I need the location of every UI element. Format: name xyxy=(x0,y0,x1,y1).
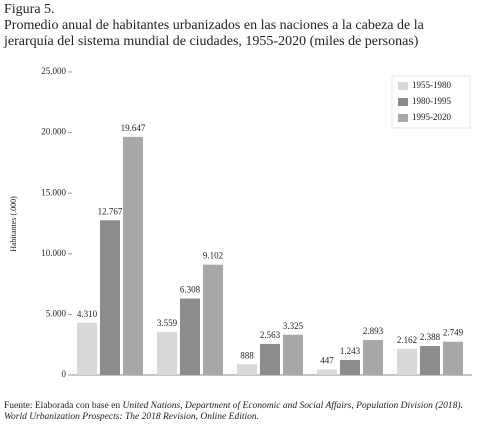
value-label: 4.310 xyxy=(77,309,98,319)
y-tick-label: 15.000 xyxy=(41,187,66,197)
y-axis-label: Habitantes (.000) xyxy=(9,196,18,252)
chart: Habitantes (.000) 0 5.000 10.000 15.000 20.0… xyxy=(9,66,472,379)
source-prefix: Fuente: Elaborada con base en xyxy=(4,401,121,411)
value-label: 447 xyxy=(320,356,334,366)
source: Fuente: Elaborada con base en United Nat… xyxy=(4,401,476,423)
bar xyxy=(180,298,200,375)
bar xyxy=(283,334,303,375)
y-tick-label: 5.000 xyxy=(46,308,67,318)
value-label: 1.243 xyxy=(340,346,361,356)
bar xyxy=(123,136,143,375)
value-label: 2.563 xyxy=(260,330,281,340)
value-label: 9.102 xyxy=(203,251,223,261)
legend-label: 1980-1995 xyxy=(412,96,451,106)
bar xyxy=(157,331,177,375)
value-label: 3.559 xyxy=(157,318,178,328)
y-tick-label: 25.000 xyxy=(41,66,66,76)
y-tick-label: 10.000 xyxy=(41,248,66,258)
bar xyxy=(237,364,257,375)
legend-swatch xyxy=(398,98,408,106)
legend-label: 1995-2020 xyxy=(412,112,451,122)
value-label: 12.767 xyxy=(98,206,123,216)
bar xyxy=(340,359,360,375)
bar xyxy=(100,220,120,375)
value-label: 2.162 xyxy=(397,335,417,345)
bar xyxy=(77,322,97,375)
header: Figura 5. Promedio anual de habitantes u… xyxy=(4,2,476,50)
legend-swatch xyxy=(398,114,408,122)
bar xyxy=(397,348,417,375)
bar xyxy=(203,264,223,375)
legend-swatch xyxy=(398,82,408,90)
bar xyxy=(443,341,463,375)
figure-label: Figura 5. xyxy=(4,2,55,17)
value-label: 3.325 xyxy=(283,321,304,331)
value-label: 6.308 xyxy=(180,285,201,295)
source-citation: United Nations, Department of Economic a… xyxy=(4,401,463,422)
y-tick-label: 0 xyxy=(62,369,67,379)
bar xyxy=(317,369,337,375)
value-label: 2.749 xyxy=(443,328,464,338)
value-label: 19.647 xyxy=(121,123,146,133)
legend-label: 1955-1980 xyxy=(412,80,451,90)
value-label: 2.388 xyxy=(420,332,441,342)
value-label: 2.893 xyxy=(363,326,384,336)
y-tick-label: 20.000 xyxy=(41,127,66,137)
bar xyxy=(363,339,383,375)
value-label: 888 xyxy=(240,350,254,360)
bar xyxy=(420,346,440,375)
chart-title: Promedio anual de habitantes urbanizados… xyxy=(4,18,424,49)
bar xyxy=(260,343,280,375)
